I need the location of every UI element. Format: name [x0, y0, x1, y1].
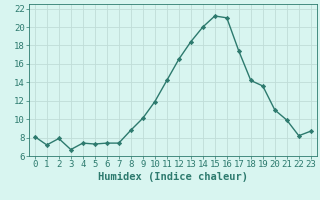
- X-axis label: Humidex (Indice chaleur): Humidex (Indice chaleur): [98, 172, 248, 182]
